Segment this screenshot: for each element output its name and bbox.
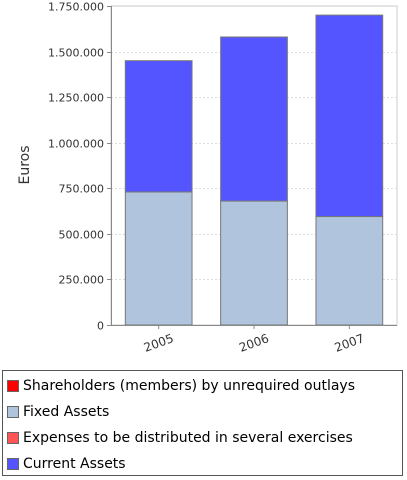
legend-item: Fixed Assets xyxy=(7,399,402,425)
y-axis-label: Euros xyxy=(17,145,33,184)
legend-item: Current Assets xyxy=(7,451,402,477)
y-tick-label: 1.000.000 xyxy=(48,138,104,151)
bar-fixed-assets-2007 xyxy=(315,216,384,326)
y-tick-label: 250.000 xyxy=(59,274,105,287)
y-tick-label: 0 xyxy=(97,320,104,333)
legend-item: Shareholders (members) by unrequired out… xyxy=(7,373,402,399)
axes: 0 250.000 500.000 750.000 1.000.000 1.250.000… xyxy=(48,1,397,355)
bar-fixed-assets-2006 xyxy=(220,200,288,326)
y-tick-label: 1.500.000 xyxy=(48,47,104,60)
bars xyxy=(124,14,384,326)
y-tick-label: 1.750.000 xyxy=(48,1,104,14)
x-tick-label: 2005 xyxy=(142,331,175,355)
legend-label: Shareholders (members) by unrequired out… xyxy=(23,378,355,394)
legend-swatch xyxy=(7,458,19,470)
x-tick-label: 2006 xyxy=(237,331,270,355)
x-tick-label: 2007 xyxy=(333,331,366,355)
legend: Shareholders (members) by unrequired out… xyxy=(2,370,403,476)
bar-current-assets-2005 xyxy=(124,60,193,193)
legend-swatch xyxy=(7,432,19,444)
legend-label: Current Assets xyxy=(23,456,126,472)
chart: 0 250.000 500.000 750.000 1.000.000 1.250.000… xyxy=(17,1,398,355)
bar-fixed-assets-2005 xyxy=(124,191,193,326)
bar-current-assets-2006 xyxy=(220,36,288,202)
legend-label: Expenses to be distributed in several ex… xyxy=(23,430,353,446)
y-tick-label: 1.250.000 xyxy=(48,92,104,105)
legend-swatch xyxy=(7,406,19,418)
y-tick-label: 750.000 xyxy=(59,183,105,196)
legend-swatch xyxy=(7,380,19,392)
bar-current-assets-2007 xyxy=(315,14,384,218)
y-tick-label: 500.000 xyxy=(59,229,105,242)
legend-item: Expenses to be distributed in several ex… xyxy=(7,425,402,451)
legend-label: Fixed Assets xyxy=(23,404,110,420)
